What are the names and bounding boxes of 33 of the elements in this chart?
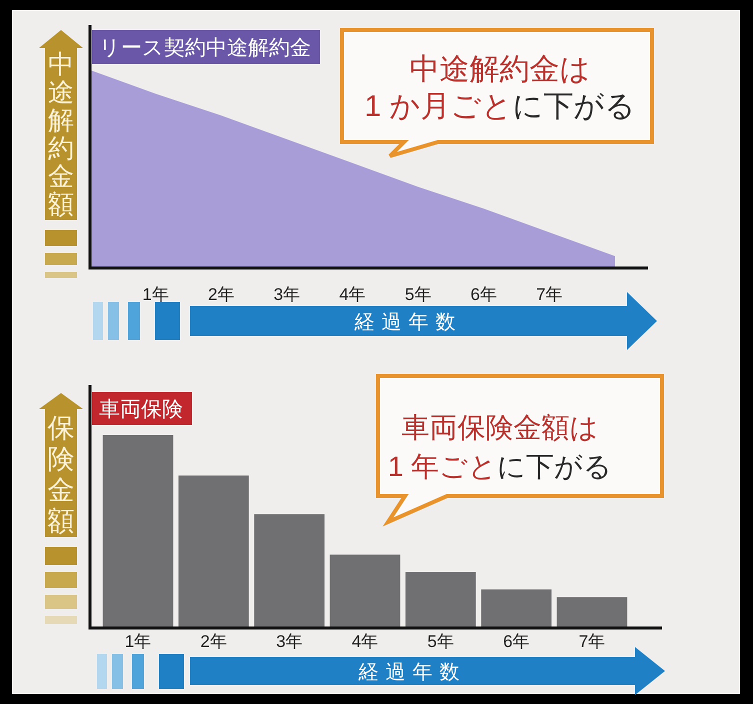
x-tick-label: 1年 xyxy=(142,285,169,304)
bar xyxy=(556,597,628,628)
annotation: に下がる xyxy=(497,451,612,482)
x-tick-label: 7年 xyxy=(536,285,563,304)
bar xyxy=(330,554,400,628)
bar xyxy=(178,476,249,628)
bar xyxy=(102,435,174,628)
x-tick-label: 4年 xyxy=(339,285,366,304)
annotation: 1 か月ごと xyxy=(364,90,513,123)
chart-title: 車両保険 xyxy=(99,398,183,421)
x-tick-label: 2年 xyxy=(200,632,227,651)
chart-title: リース契約中途解約金 xyxy=(99,36,311,60)
annotation: 1 年ごと xyxy=(388,451,498,482)
x-tick-label: 3年 xyxy=(276,632,303,651)
x-tick-label: 1年 xyxy=(124,632,152,651)
y-axis-title: 保険金額 xyxy=(48,413,74,536)
bar xyxy=(405,572,476,628)
x-tick-label: 2年 xyxy=(208,285,234,304)
x-axis-title: 経過年数 xyxy=(354,312,462,334)
annotation: に下がる xyxy=(512,90,636,123)
x-tick-label: 6年 xyxy=(503,632,530,651)
x-tick-label: 4年 xyxy=(352,632,378,651)
x-axis-title: 経過年数 xyxy=(358,662,466,684)
x-tick-label: 7年 xyxy=(578,632,606,651)
annotation: 中途解約金は xyxy=(410,53,590,86)
x-tick-label: 3年 xyxy=(274,285,300,304)
bar xyxy=(254,514,325,628)
x-tick-label: 5年 xyxy=(404,285,432,304)
x-tick-label: 6年 xyxy=(470,285,497,304)
x-tick-label: 5年 xyxy=(427,632,454,651)
annotation: 車両保険金額は xyxy=(402,412,598,443)
y-axis-title: 中途解約金額 xyxy=(48,49,74,219)
bar xyxy=(481,589,552,628)
